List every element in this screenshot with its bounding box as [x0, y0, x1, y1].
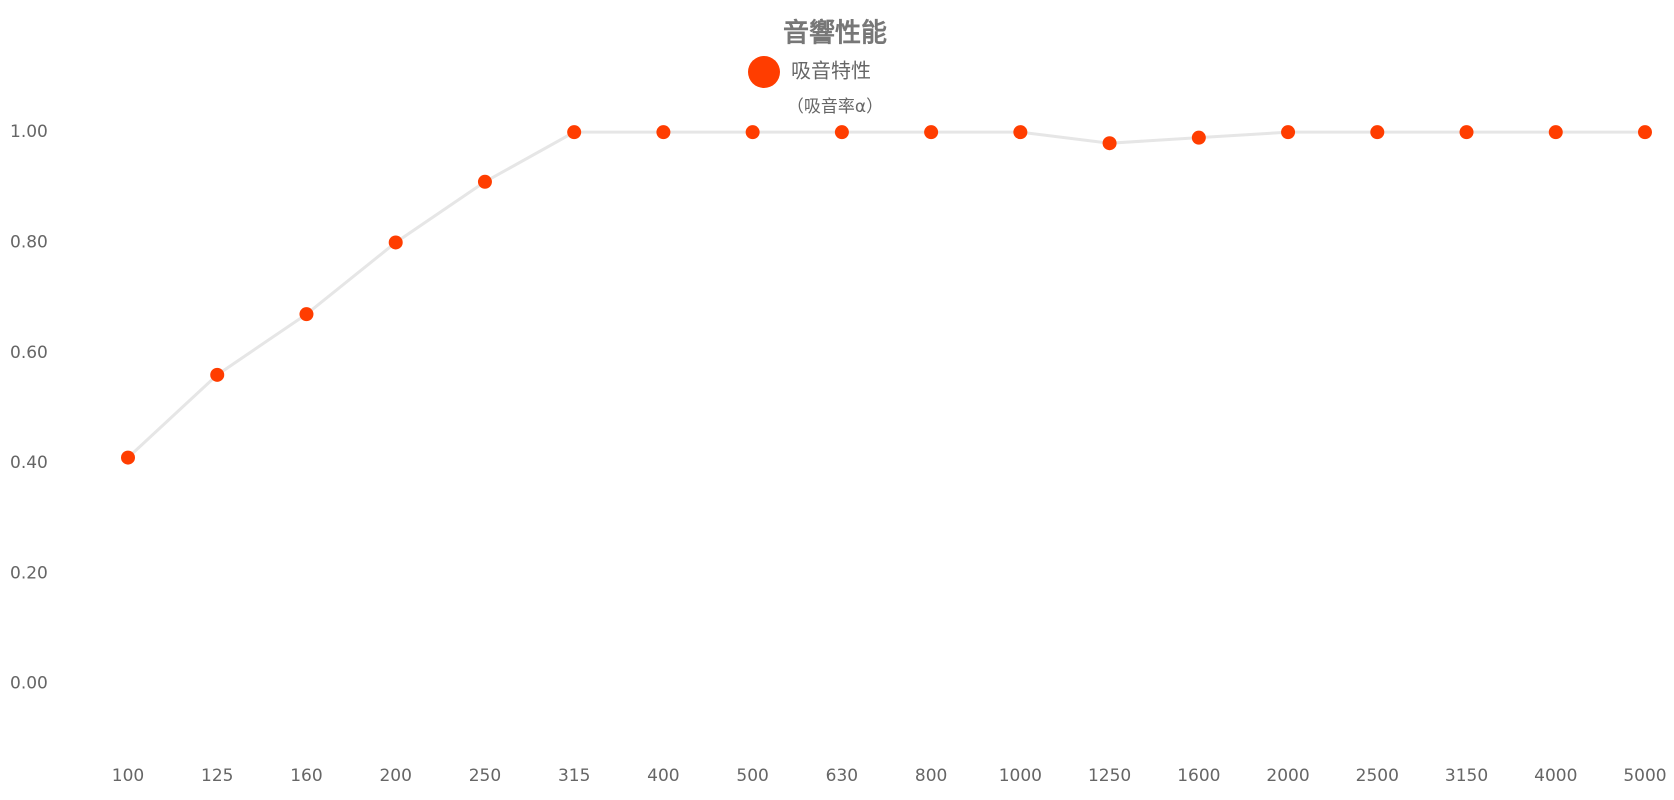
data-point	[210, 367, 225, 382]
x-tick-label: 3150	[1445, 766, 1488, 786]
y-tick-label: 0.00	[10, 674, 48, 694]
data-point	[388, 235, 403, 250]
data-point	[1370, 125, 1385, 140]
x-tick-label: 630	[826, 766, 858, 786]
x-tick-label: 200	[379, 766, 411, 786]
data-point	[121, 450, 135, 465]
chart-subtitle: （吸音率α）	[787, 97, 883, 117]
data-point	[1281, 125, 1296, 140]
x-tick-label: 250	[469, 766, 501, 786]
data-point	[834, 125, 849, 140]
x-tick-label: 1600	[1177, 766, 1220, 786]
x-tick-label: 1000	[999, 766, 1042, 786]
data-point	[1548, 125, 1563, 140]
chart-title: 音響性能	[783, 18, 887, 49]
data-point	[567, 125, 582, 140]
x-tick-label: 500	[736, 766, 768, 786]
y-tick-label: 0.60	[10, 343, 48, 363]
x-tick-label: 2500	[1356, 766, 1399, 786]
series-line	[126, 130, 1645, 459]
x-tick-label: 400	[647, 766, 679, 786]
x-tick-label: 160	[290, 766, 322, 786]
x-tick-label: 4000	[1534, 766, 1577, 786]
y-tick-label: 0.80	[10, 232, 48, 252]
data-point	[745, 125, 760, 140]
data-point	[299, 307, 314, 322]
data-point	[1013, 125, 1028, 140]
data-point	[656, 125, 671, 140]
x-tick-label: 125	[201, 766, 233, 786]
y-tick-label: 0.40	[10, 453, 48, 473]
data-point	[924, 125, 939, 140]
x-tick-label: 2000	[1266, 766, 1309, 786]
x-tick-label: 5000	[1623, 766, 1666, 786]
legend-label: 吸音特性	[791, 59, 871, 83]
data-point	[1459, 125, 1474, 140]
data-point	[477, 174, 492, 189]
x-tick-label: 315	[558, 766, 590, 786]
data-point	[1191, 130, 1206, 145]
y-tick-label: 1.00	[10, 122, 48, 142]
data-point	[1102, 136, 1117, 151]
data-point	[1638, 125, 1652, 140]
x-tick-label: 800	[915, 766, 947, 786]
legend-marker	[748, 56, 780, 88]
y-tick-label: 0.20	[10, 563, 48, 583]
x-tick-label: 100	[112, 766, 144, 786]
x-tick-label: 1250	[1088, 766, 1131, 786]
